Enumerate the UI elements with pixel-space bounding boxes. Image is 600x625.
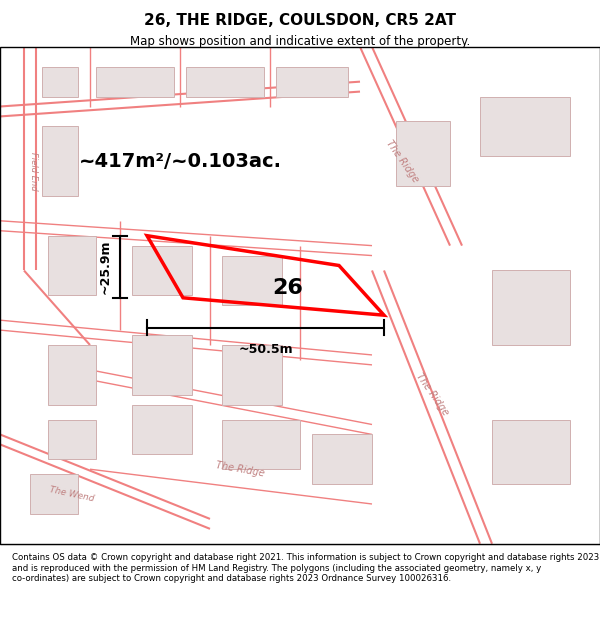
Text: The Ridge: The Ridge [384, 138, 420, 184]
Polygon shape [492, 419, 570, 484]
Polygon shape [48, 419, 96, 459]
Text: The Ridge: The Ridge [414, 372, 450, 418]
Polygon shape [96, 67, 174, 96]
Polygon shape [30, 474, 78, 514]
Polygon shape [132, 246, 192, 295]
Polygon shape [276, 67, 348, 96]
Text: 26, THE RIDGE, COULSDON, CR5 2AT: 26, THE RIDGE, COULSDON, CR5 2AT [144, 13, 456, 28]
Polygon shape [396, 121, 450, 186]
Polygon shape [312, 434, 372, 484]
Polygon shape [42, 67, 78, 96]
Polygon shape [48, 236, 96, 295]
Polygon shape [48, 345, 96, 404]
Text: Field End: Field End [29, 152, 37, 191]
Text: Map shows position and indicative extent of the property.: Map shows position and indicative extent… [130, 35, 470, 48]
Polygon shape [132, 335, 192, 395]
Text: 26: 26 [272, 279, 302, 299]
Text: The Wend: The Wend [49, 485, 95, 503]
Polygon shape [492, 271, 570, 345]
Text: Contains OS data © Crown copyright and database right 2021. This information is : Contains OS data © Crown copyright and d… [12, 554, 599, 583]
Polygon shape [222, 345, 282, 404]
Text: ~50.5m: ~50.5m [238, 342, 293, 356]
Polygon shape [222, 256, 282, 305]
Polygon shape [42, 126, 78, 196]
Text: ~417m²/~0.103ac.: ~417m²/~0.103ac. [79, 152, 281, 171]
Polygon shape [480, 96, 570, 156]
Polygon shape [186, 67, 264, 96]
Text: The Ridge: The Ridge [215, 460, 265, 478]
Polygon shape [132, 404, 192, 454]
Text: ~25.9m: ~25.9m [98, 239, 112, 294]
Polygon shape [222, 419, 300, 469]
